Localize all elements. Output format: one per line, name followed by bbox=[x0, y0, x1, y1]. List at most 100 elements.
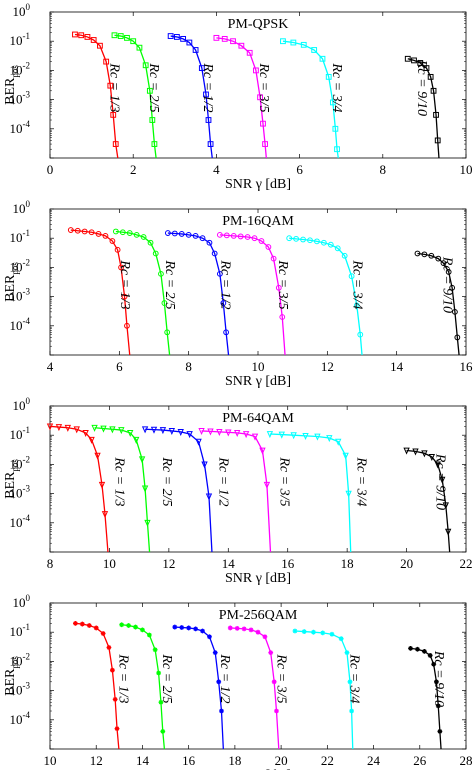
y-tick-label: 10-4 bbox=[10, 119, 31, 136]
y-tick-label: 10-1 bbox=[10, 31, 31, 48]
data-point bbox=[280, 38, 286, 45]
data-point bbox=[133, 624, 138, 630]
data-point bbox=[158, 270, 164, 277]
x-tick-label: 12 bbox=[90, 753, 103, 768]
data-point bbox=[227, 625, 233, 631]
data-point bbox=[100, 631, 106, 636]
data-point bbox=[216, 428, 223, 436]
data-point bbox=[275, 284, 282, 291]
series-6 bbox=[404, 55, 441, 159]
data-point bbox=[79, 621, 85, 627]
series-1 bbox=[72, 31, 119, 159]
rate-label: Rс = 1/3 bbox=[115, 653, 130, 703]
series-3 bbox=[167, 33, 214, 159]
series-line bbox=[170, 35, 213, 159]
data-point bbox=[195, 438, 202, 446]
rate-label: Rс = 1/2 bbox=[215, 456, 230, 506]
rate-label: Rс = 3/5 bbox=[256, 62, 271, 112]
series-5 bbox=[292, 628, 354, 750]
data-point bbox=[290, 39, 297, 46]
series-line bbox=[167, 232, 230, 356]
data-point bbox=[109, 426, 116, 434]
rate-label: Rс = 3/4 bbox=[329, 62, 344, 112]
series-line bbox=[406, 449, 451, 553]
data-point bbox=[334, 245, 341, 252]
plot-frame bbox=[49, 11, 467, 159]
data-point bbox=[244, 234, 251, 240]
data-point bbox=[223, 329, 230, 336]
data-point bbox=[251, 235, 258, 242]
series-line bbox=[74, 33, 119, 159]
data-point bbox=[212, 650, 218, 656]
data-point bbox=[417, 60, 424, 66]
data-point bbox=[164, 329, 171, 336]
data-point bbox=[319, 55, 326, 62]
data-point bbox=[300, 236, 306, 243]
data-point bbox=[422, 649, 427, 654]
data-point bbox=[213, 34, 220, 41]
data-point bbox=[444, 528, 452, 536]
x-tick-label: 22 bbox=[460, 556, 473, 571]
data-point bbox=[279, 314, 286, 320]
data-point bbox=[220, 300, 227, 306]
series-6 bbox=[414, 250, 461, 356]
series-3 bbox=[172, 624, 224, 750]
data-point bbox=[124, 34, 130, 41]
data-point bbox=[127, 429, 134, 438]
data-point bbox=[199, 235, 206, 242]
data-point bbox=[207, 634, 212, 640]
panel-3: 8 10 12 14 16 18 20 2210-410-310-210-1100BERpos… bbox=[3, 396, 473, 586]
data-point bbox=[292, 628, 298, 634]
data-point bbox=[411, 57, 417, 64]
data-point bbox=[171, 230, 178, 237]
data-point bbox=[263, 481, 271, 489]
data-point bbox=[102, 232, 109, 239]
data-point bbox=[271, 679, 277, 685]
series-line bbox=[174, 626, 224, 750]
data-point bbox=[103, 58, 110, 65]
series-5 bbox=[266, 431, 352, 553]
data-point bbox=[442, 502, 449, 510]
data-point bbox=[146, 87, 153, 94]
data-point bbox=[97, 42, 103, 49]
data-point bbox=[300, 41, 307, 48]
data-point bbox=[109, 238, 116, 244]
data-point bbox=[241, 626, 247, 632]
x-tick-label: 10 bbox=[103, 556, 116, 571]
data-point bbox=[431, 661, 437, 667]
y-tick-label: 100 bbox=[13, 396, 31, 413]
x-tick-label: 20 bbox=[275, 753, 288, 768]
data-point bbox=[74, 227, 81, 234]
panel-title: PM-16QAM bbox=[222, 214, 294, 229]
data-point bbox=[327, 241, 334, 248]
data-point bbox=[192, 232, 199, 239]
y-axis-label: BERpos bbox=[3, 65, 20, 105]
series-line bbox=[70, 229, 131, 356]
panel-2: 4 6 8 10 12 14 1610-410-310-210-1100BERposSNR … bbox=[3, 199, 473, 389]
data-point bbox=[114, 246, 121, 253]
data-point bbox=[130, 38, 137, 45]
data-point bbox=[255, 629, 261, 635]
y-tick-label: 10-1 bbox=[10, 425, 31, 442]
data-point bbox=[167, 33, 174, 39]
data-point bbox=[64, 424, 72, 432]
data-point bbox=[84, 34, 91, 40]
data-point bbox=[144, 519, 151, 527]
series-line bbox=[94, 427, 151, 553]
plot-frame bbox=[49, 602, 467, 750]
rate-label: Rс = 9/10 bbox=[414, 59, 429, 116]
series-line bbox=[145, 428, 213, 553]
series-line bbox=[289, 237, 363, 356]
data-point bbox=[342, 452, 349, 460]
data-point bbox=[320, 630, 326, 636]
x-tick-label: 8 bbox=[185, 359, 192, 374]
data-point bbox=[216, 679, 222, 685]
data-point bbox=[73, 621, 78, 626]
data-point bbox=[161, 300, 168, 306]
x-tick-label: 14 bbox=[222, 556, 236, 571]
data-point bbox=[198, 428, 205, 436]
x-tick-label: 10 bbox=[252, 359, 265, 374]
data-point bbox=[302, 432, 309, 440]
